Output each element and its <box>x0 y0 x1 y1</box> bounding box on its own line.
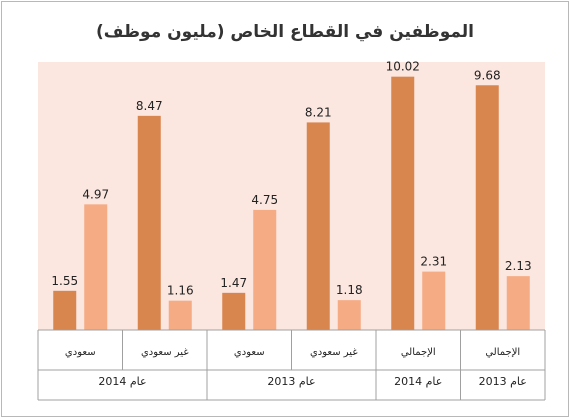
bar <box>306 122 330 330</box>
data-label: 8.47 <box>136 99 163 113</box>
bar <box>84 204 108 330</box>
bar <box>253 209 277 330</box>
period-label: عام 2014 <box>394 375 442 388</box>
bar <box>168 300 192 330</box>
data-label: 2.13 <box>505 259 532 273</box>
plot-area: 1.55 4.97 8.47 1.16 1.47 4.75 8.21 1.18 10.02 2.3… <box>38 60 545 330</box>
bar <box>337 300 361 330</box>
data-label: 1.16 <box>167 284 194 298</box>
bar <box>391 76 415 330</box>
bar <box>475 85 499 330</box>
data-label: 9.68 <box>474 68 501 82</box>
bar <box>506 276 530 330</box>
data-label: 1.18 <box>336 283 363 297</box>
data-label: 8.21 <box>305 105 332 119</box>
data-label: 1.55 <box>51 274 78 288</box>
data-label: 1.47 <box>220 276 247 290</box>
category-label: الإجمالي <box>401 347 436 358</box>
period-label: عام 2014 <box>98 375 146 388</box>
period-label: عام 2013 <box>267 375 315 388</box>
data-label: 4.75 <box>251 193 278 207</box>
bar <box>137 115 161 330</box>
category-axis: سعودي غير سعودي سعودي غير سعودي الإجمالي الإج… <box>37 329 546 401</box>
category-label: غير سعودي <box>141 347 189 358</box>
bar <box>53 290 77 330</box>
data-label: 10.02 <box>386 60 420 74</box>
bar <box>422 271 446 330</box>
period-label: عام 2013 <box>479 375 527 388</box>
data-label: 4.97 <box>82 187 109 201</box>
plot-background <box>38 62 545 330</box>
category-label: سعودي <box>65 347 96 358</box>
category-label: الإجمالي <box>485 347 520 358</box>
category-label: سعودي <box>234 347 265 358</box>
category-label: غير سعودي <box>310 347 358 358</box>
bar <box>222 292 246 330</box>
data-label: 2.31 <box>420 255 447 269</box>
chart-title: الموظفين في القطاع الخاص (مليون موظف) <box>96 22 474 42</box>
